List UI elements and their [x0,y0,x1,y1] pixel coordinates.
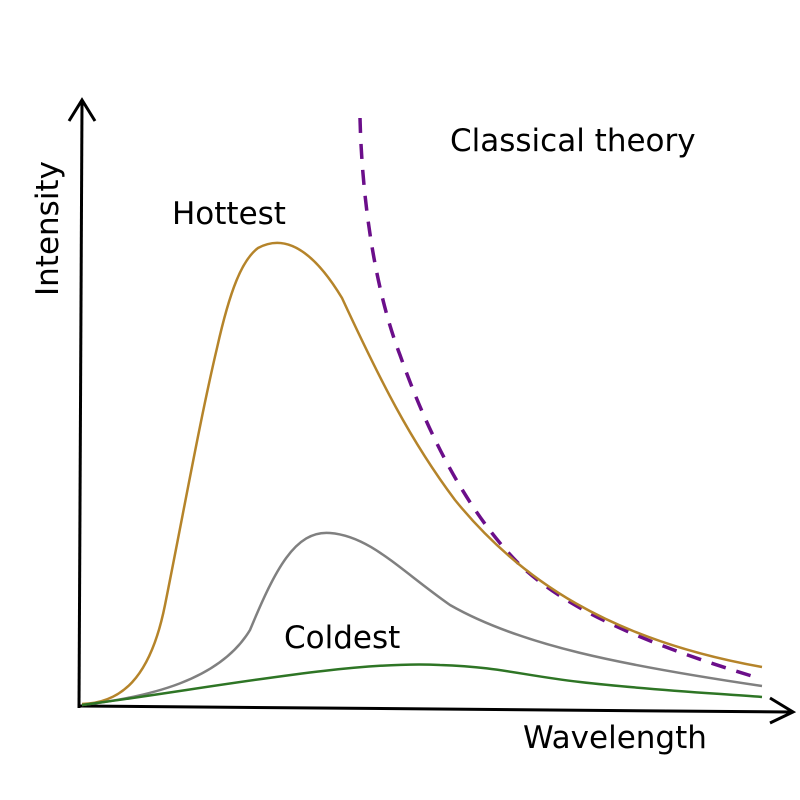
coldest-label: Coldest [284,620,400,656]
y-axis-arrowhead [67,97,97,122]
x-axis [78,704,791,714]
hottest-label: Hottest [172,196,286,232]
curves [81,117,763,707]
axes [67,97,797,725]
classical-theory-curve [358,117,756,679]
x-axis-label: Wavelength [523,720,707,756]
middle-curve [81,531,763,707]
y-axis [77,102,84,709]
y-axis-label: Intensity [30,161,66,296]
classical-theory-label: Classical theory [450,123,696,159]
labels: Hottest Coldest Classical theory Wavelen… [30,123,707,756]
hottest-curve [81,241,763,706]
coldest-curve [81,663,763,707]
x-axis-arrowhead [769,696,797,725]
